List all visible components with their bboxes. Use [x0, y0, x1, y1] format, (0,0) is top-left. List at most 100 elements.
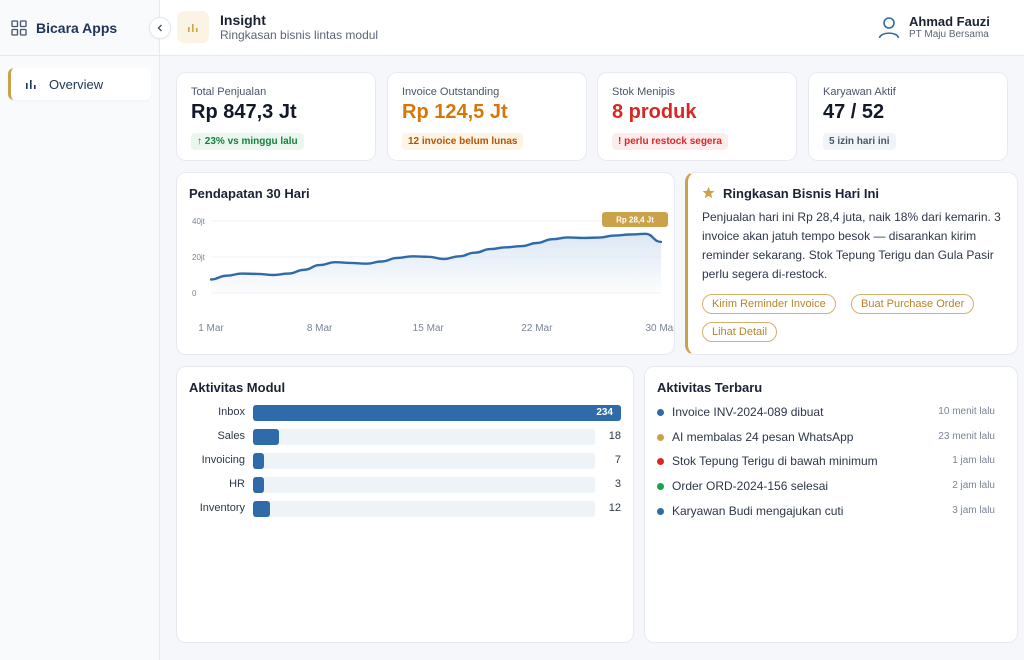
activity-title: Aktivitas Terbaru — [657, 380, 763, 395]
module-count: 234 — [596, 407, 613, 418]
activity-text: Karyawan Budi mengajukan cuti — [672, 503, 844, 518]
status-dot — [657, 483, 664, 491]
x-tick-label: 30 Mar — [645, 323, 674, 334]
stat-value: Rp 124,5 Jt — [402, 101, 508, 123]
summary-card: Ringkasan Bisnis Hari Ini Penjualan hari… — [685, 172, 1018, 355]
activity-text: Order ORD-2024-156 selesai — [672, 479, 829, 494]
view-detail-button[interactable]: Lihat Detail — [702, 322, 778, 342]
module-label: Inventory — [199, 502, 245, 514]
module-row-invoicing[interactable]: Invoicing 7 — [177, 453, 633, 469]
user-company: PT Maju Bersama — [909, 29, 989, 40]
module-label: Invoicing — [201, 454, 245, 466]
x-tick-label: 8 Mar — [307, 323, 333, 334]
stat-value: 47 / 52 — [823, 101, 885, 123]
chart-title: Pendapatan 30 Hari — [189, 186, 310, 201]
x-tick-label: 15 Mar — [413, 323, 445, 334]
star-icon — [702, 186, 715, 199]
sidebar-item-overview[interactable]: Overview — [8, 68, 151, 100]
module-bar-fill — [253, 501, 271, 517]
module-bar-track — [253, 429, 595, 445]
brand-name: Bicara Apps — [36, 19, 118, 36]
module-bar-track — [253, 501, 595, 517]
stat-label: Total Penjualan — [191, 86, 267, 98]
module-label: Sales — [217, 430, 245, 442]
status-dot — [657, 433, 664, 441]
x-tick-label: 22 Mar — [521, 323, 553, 334]
user-icon[interactable] — [877, 15, 901, 39]
activity-time: 1 jam lalu — [952, 455, 995, 467]
x-tick-label: 1 Mar — [198, 323, 224, 334]
collapse-sidebar-button[interactable] — [149, 17, 171, 39]
activity-item[interactable]: Karyawan Budi mengajukan cuti 3 jam lalu — [657, 504, 1007, 520]
activity-item[interactable]: AI membalas 24 pesan WhatsApp 23 menit la… — [657, 430, 1007, 446]
module-bar-fill — [253, 429, 280, 445]
revenue-chart: 0 20jt 40jt 1 Mar 8 Mar 15 Mar 22 Mar 30 Mar Rp … — [192, 212, 674, 334]
module-bar-fill — [253, 453, 264, 469]
status-badge: ↑ 23% vs minggu lalu — [191, 133, 304, 150]
header: Insight Ringkasan bisnis lintas modul Ah… — [160, 0, 1024, 56]
page-title: Insight — [220, 12, 266, 28]
stat-card-stock[interactable]: Stok Menipis 8 produk ! perlu restock se… — [597, 72, 797, 161]
status-dot — [657, 458, 664, 466]
header-icon-box — [177, 11, 209, 43]
module-bar-fill — [253, 477, 264, 493]
status-badge: 5 izin hari ini — [823, 133, 896, 150]
stat-label: Invoice Outstanding — [402, 86, 500, 98]
activity-time: 3 jam lalu — [952, 504, 995, 516]
user-name[interactable]: Ahmad Fauzi — [909, 14, 990, 29]
grid-icon — [11, 19, 27, 36]
module-activity-card: Aktivitas Modul Inbox 234 Sales 18 Invoicing… — [176, 366, 634, 643]
stat-card-employees[interactable]: Karyawan Aktif 47 / 52 5 izin hari ini — [808, 72, 1008, 161]
module-label: HR — [229, 478, 245, 490]
activity-time: 2 jam lalu — [952, 480, 995, 492]
revenue-chart-card: Pendapatan 30 Hari 0 20jt 40jt 1 Mar 8 Mar 15… — [176, 172, 675, 355]
stat-label: Stok Menipis — [612, 86, 675, 98]
module-label: Inbox — [218, 406, 245, 418]
module-bar-fill — [253, 405, 621, 421]
summary-title: Ringkasan Bisnis Hari Ini — [723, 186, 880, 201]
sidebar: Bicara Apps Overview — [0, 0, 160, 660]
stat-value: Rp 847,3 Jt — [191, 101, 297, 123]
y-tick-label: 40jt — [192, 217, 206, 226]
activity-time: 23 menit lalu — [938, 430, 995, 442]
tooltip-label: Rp 28,4 Jt — [616, 216, 654, 225]
send-reminder-button[interactable]: Kirim Reminder Invoice — [702, 294, 836, 314]
module-row-hr[interactable]: HR 3 — [177, 477, 633, 493]
module-row-inventory[interactable]: Inventory 12 — [177, 501, 633, 517]
module-bar-track — [253, 477, 595, 493]
bar-chart-icon — [187, 21, 199, 33]
status-dot — [657, 507, 664, 515]
summary-text: Penjualan hari ini Rp 28,4 juta, naik 18… — [702, 210, 1001, 281]
module-row-inbox[interactable]: Inbox 234 — [177, 405, 633, 421]
create-purchase-order-button[interactable]: Buat Purchase Order — [851, 294, 975, 314]
activity-text: AI membalas 24 pesan WhatsApp — [672, 429, 854, 444]
revenue-area — [211, 233, 661, 293]
module-count: 12 — [608, 502, 621, 514]
y-tick-label: 20jt — [192, 253, 206, 262]
status-badge: 12 invoice belum lunas — [402, 133, 524, 150]
sidebar-item-label: Overview — [49, 76, 104, 92]
modules-title: Aktivitas Modul — [189, 380, 286, 395]
activity-item[interactable]: Invoice INV-2024-089 dibuat 10 menit lalu — [657, 405, 1007, 421]
module-count: 3 — [614, 478, 621, 490]
stat-value: 8 produk — [612, 101, 697, 123]
stat-card-invoice[interactable]: Invoice Outstanding Rp 124,5 Jt 12 invoi… — [387, 72, 587, 161]
chevron-left-icon — [156, 24, 164, 32]
bar-chart-icon — [25, 78, 37, 90]
activity-time: 10 menit lalu — [938, 406, 995, 417]
tooltip-box — [602, 212, 669, 227]
module-count: 7 — [614, 454, 621, 466]
brand[interactable]: Bicara Apps — [0, 0, 159, 56]
stat-label: Karyawan Aktif — [823, 86, 896, 98]
module-row-sales[interactable]: Sales 18 — [177, 429, 633, 445]
revenue-line — [209, 232, 663, 281]
recent-activity-card: Aktivitas Terbaru Invoice INV-2024-089 d… — [644, 366, 1018, 643]
status-dot — [657, 409, 664, 416]
activity-item[interactable]: Stok Tepung Terigu di bawah minimum 1 jam… — [657, 454, 1007, 470]
activity-item[interactable]: Order ORD-2024-156 selesai 2 jam lalu — [657, 479, 1007, 495]
activity-text: Stok Tepung Terigu di bawah minimum — [672, 454, 878, 469]
stat-card-sales[interactable]: Total Penjualan Rp 847,3 Jt ↑ 23% vs min… — [176, 72, 376, 161]
y-tick-label: 0 — [192, 289, 197, 298]
module-count: 18 — [608, 430, 621, 442]
activity-text: Invoice INV-2024-089 dibuat — [672, 405, 824, 419]
